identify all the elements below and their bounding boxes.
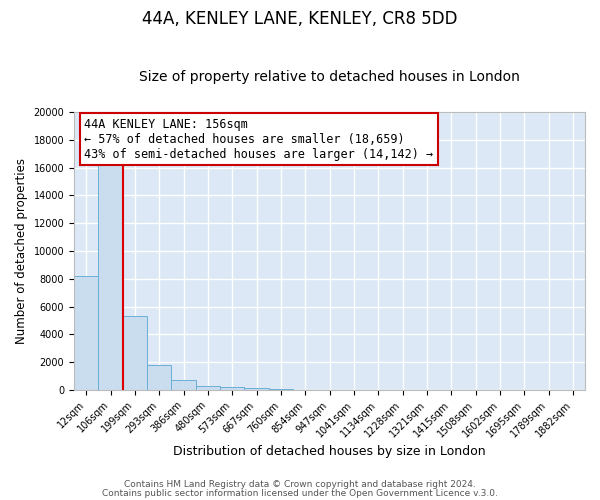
Bar bbox=[74, 276, 98, 390]
Bar bbox=[147, 365, 172, 390]
Text: Contains HM Land Registry data © Crown copyright and database right 2024.: Contains HM Land Registry data © Crown c… bbox=[124, 480, 476, 489]
Bar bbox=[122, 316, 147, 390]
Bar bbox=[98, 160, 122, 390]
Text: 44A KENLEY LANE: 156sqm
← 57% of detached houses are smaller (18,659)
43% of sem: 44A KENLEY LANE: 156sqm ← 57% of detache… bbox=[84, 118, 433, 160]
Bar bbox=[220, 387, 244, 390]
Bar bbox=[196, 386, 220, 390]
Bar bbox=[244, 388, 269, 390]
Bar bbox=[269, 388, 293, 390]
X-axis label: Distribution of detached houses by size in London: Distribution of detached houses by size … bbox=[173, 444, 486, 458]
Title: Size of property relative to detached houses in London: Size of property relative to detached ho… bbox=[139, 70, 520, 85]
Bar bbox=[172, 380, 196, 390]
Text: 44A, KENLEY LANE, KENLEY, CR8 5DD: 44A, KENLEY LANE, KENLEY, CR8 5DD bbox=[142, 10, 458, 28]
Text: Contains public sector information licensed under the Open Government Licence v.: Contains public sector information licen… bbox=[102, 489, 498, 498]
Y-axis label: Number of detached properties: Number of detached properties bbox=[15, 158, 28, 344]
